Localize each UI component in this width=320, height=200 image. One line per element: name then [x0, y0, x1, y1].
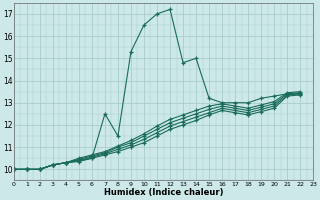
- X-axis label: Humidex (Indice chaleur): Humidex (Indice chaleur): [104, 188, 223, 197]
